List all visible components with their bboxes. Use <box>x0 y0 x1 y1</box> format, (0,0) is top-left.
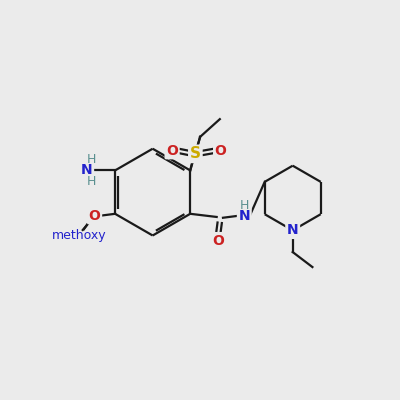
Text: N: N <box>238 209 250 223</box>
Text: O: O <box>215 144 226 158</box>
Text: N: N <box>81 164 92 178</box>
Text: H: H <box>87 174 96 188</box>
Text: H: H <box>240 199 249 212</box>
Text: S: S <box>190 146 201 161</box>
Text: N: N <box>287 223 298 237</box>
Text: O: O <box>212 234 224 248</box>
Text: H: H <box>87 153 96 166</box>
Text: methoxy: methoxy <box>52 229 107 242</box>
Text: O: O <box>89 209 100 223</box>
Text: O: O <box>166 144 178 158</box>
